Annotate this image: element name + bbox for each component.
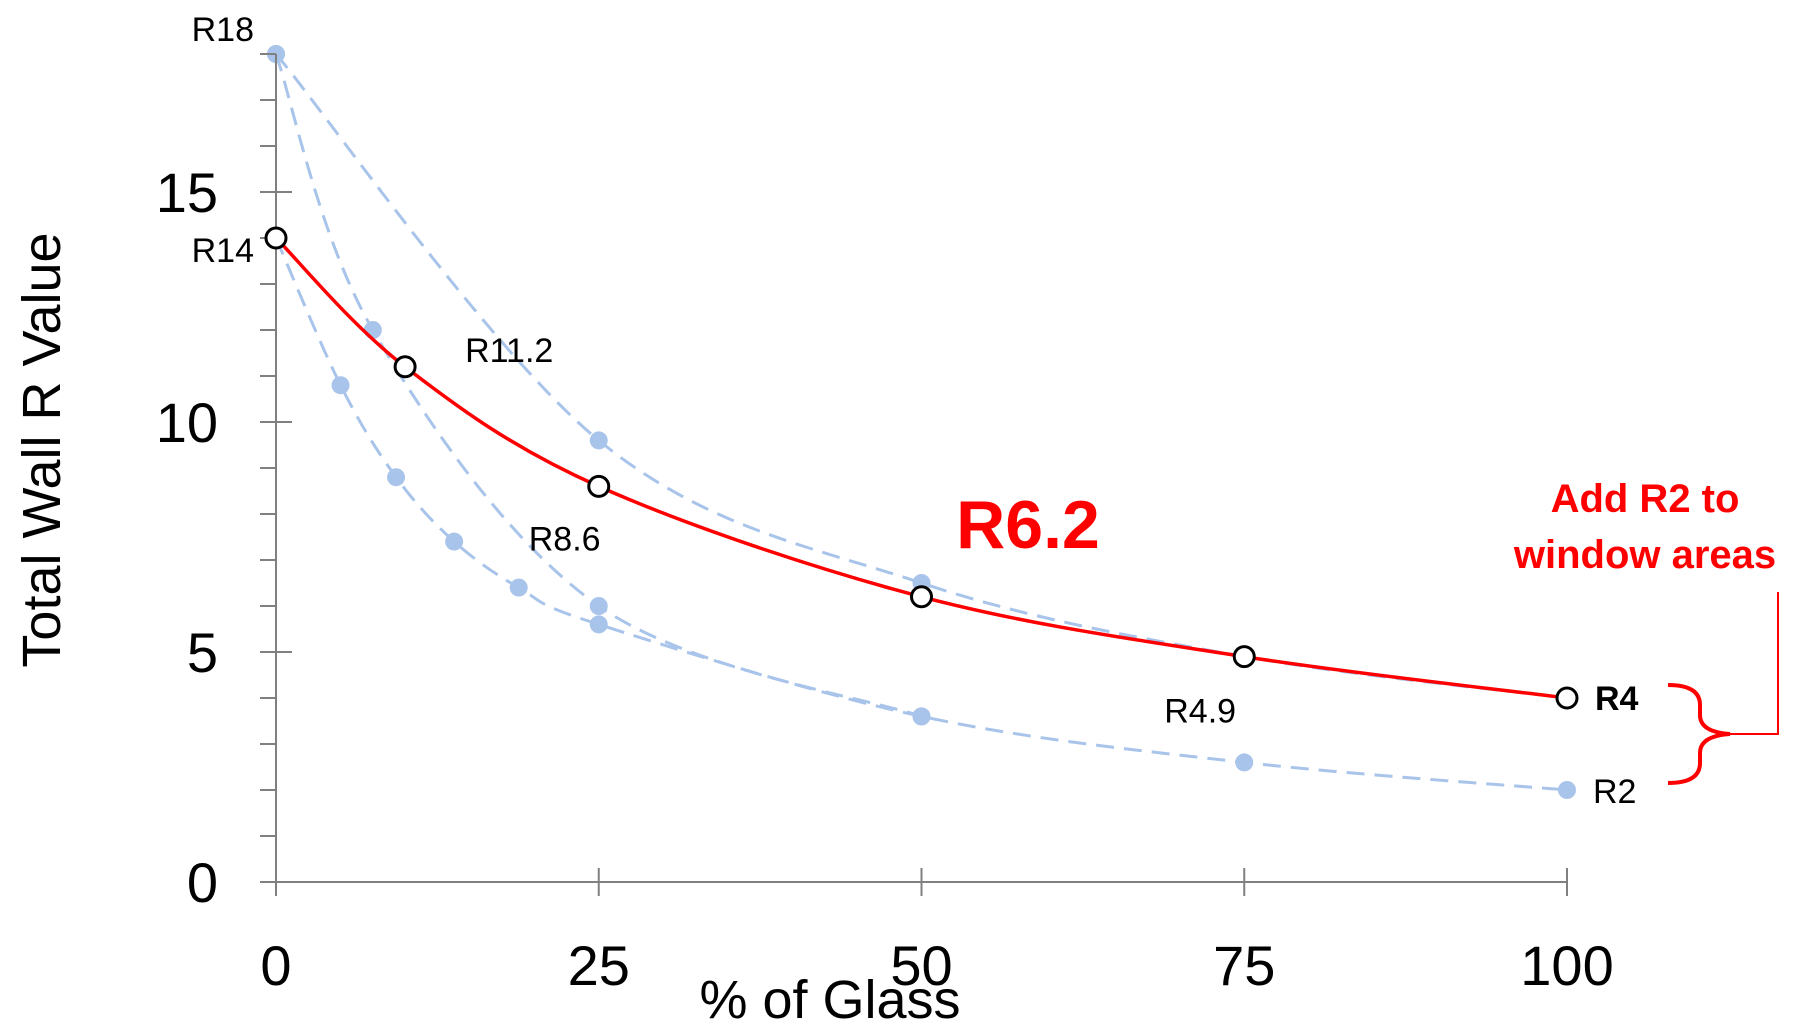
main-series-data-label: R4 <box>1595 680 1639 718</box>
main-series-line <box>274 236 1568 700</box>
callout-line-1: Add R2 to <box>1551 477 1740 521</box>
main-series-point <box>910 585 933 609</box>
background-series-point <box>912 707 931 726</box>
highlight-value-label: R6.2 <box>956 487 1100 563</box>
x-tick-label: 0 <box>260 934 291 997</box>
background-series-point <box>509 578 528 597</box>
r18-label: R18 <box>192 11 254 49</box>
background-series-point <box>445 532 464 551</box>
main-series-data-label: R14 <box>192 232 254 270</box>
background-series-group <box>267 45 1576 799</box>
x-tick-label: 50 <box>890 934 952 997</box>
r2-label: R2 <box>1593 773 1636 811</box>
background-series-point <box>1558 781 1576 799</box>
main-series-data-label: R11.2 <box>465 332 553 370</box>
background-series-point <box>363 321 382 339</box>
y-tick-label: 15 <box>156 161 218 224</box>
main-series-point <box>264 226 288 250</box>
background-series-line <box>274 237 1568 792</box>
callout-connector <box>1730 592 1779 735</box>
main-series-point <box>587 474 611 498</box>
background-series-point <box>387 468 406 487</box>
y-tick-label: 5 <box>187 621 218 684</box>
curly-brace <box>1667 683 1731 785</box>
main-series-point <box>1555 686 1579 710</box>
main-series-labels: R14 R11.2 R8.6 R4.9 R4 <box>192 232 1639 731</box>
background-series-point <box>589 615 608 634</box>
callout-line-2: window areas <box>1513 533 1776 577</box>
background-series-point <box>589 431 608 450</box>
main-series-data-label: R4.9 <box>1164 693 1236 731</box>
x-ticks: 0 25 50 75 100 <box>260 868 1614 997</box>
main-series-data-label: R8.6 <box>529 520 601 558</box>
x-axis-title: % of Glass <box>699 970 960 1028</box>
background-series-point <box>589 597 608 615</box>
y-tick-label: 10 <box>156 391 218 454</box>
background-series-point <box>331 376 350 395</box>
main-series-point <box>1232 645 1256 669</box>
background-series-point <box>1235 753 1254 772</box>
y-axis-title: Total Wall R Value <box>12 232 72 667</box>
x-tick-label: 75 <box>1213 934 1275 997</box>
main-series-markers <box>264 226 1579 710</box>
x-tick-label: 25 <box>568 934 630 997</box>
y-ticks: 0 5 10 15 <box>156 53 292 914</box>
x-tick-label: 100 <box>1520 934 1613 997</box>
main-series-point <box>393 355 417 379</box>
y-tick-label: 0 <box>187 851 218 914</box>
